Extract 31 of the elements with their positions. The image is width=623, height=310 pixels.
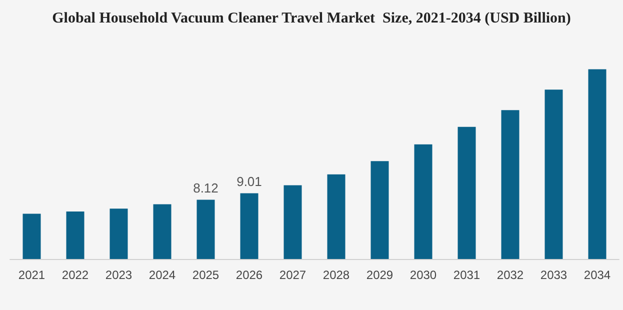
x-tick-label: 2026 bbox=[236, 268, 263, 282]
x-tick-label: 2033 bbox=[540, 268, 568, 282]
x-tick-label: 2024 bbox=[148, 268, 176, 282]
bar bbox=[588, 69, 606, 259]
bar bbox=[327, 174, 346, 259]
x-tick-label: 2021 bbox=[18, 268, 46, 282]
data-label: 9.01 bbox=[236, 174, 262, 190]
x-tick-label: 2022 bbox=[62, 268, 89, 282]
bar bbox=[22, 214, 41, 259]
bar bbox=[196, 200, 215, 259]
bar bbox=[501, 110, 520, 259]
x-tick-label: 2028 bbox=[322, 268, 350, 282]
x-tick-label: 2029 bbox=[366, 268, 394, 282]
bar bbox=[370, 161, 389, 259]
x-tick-label: 2032 bbox=[496, 268, 524, 282]
bar bbox=[153, 204, 172, 259]
x-tick-label: 2030 bbox=[410, 268, 437, 282]
bar bbox=[240, 193, 258, 259]
bar bbox=[66, 212, 84, 259]
x-tick-label: 2027 bbox=[279, 268, 306, 282]
bar bbox=[110, 208, 128, 259]
x-tick-label: 2034 bbox=[584, 268, 611, 282]
chart-title: Global Household Vacuum Cleaner Travel Market Size, 2021-2034 (USD Billion) bbox=[52, 10, 571, 26]
bar bbox=[458, 126, 476, 259]
x-tick-label: 2025 bbox=[192, 268, 220, 282]
bar bbox=[544, 90, 563, 259]
bar bbox=[284, 185, 302, 259]
x-tick-label: 2031 bbox=[453, 268, 480, 282]
x-tick-label: 2023 bbox=[105, 268, 132, 282]
bar bbox=[414, 144, 432, 259]
data-label: 8.12 bbox=[193, 180, 218, 196]
